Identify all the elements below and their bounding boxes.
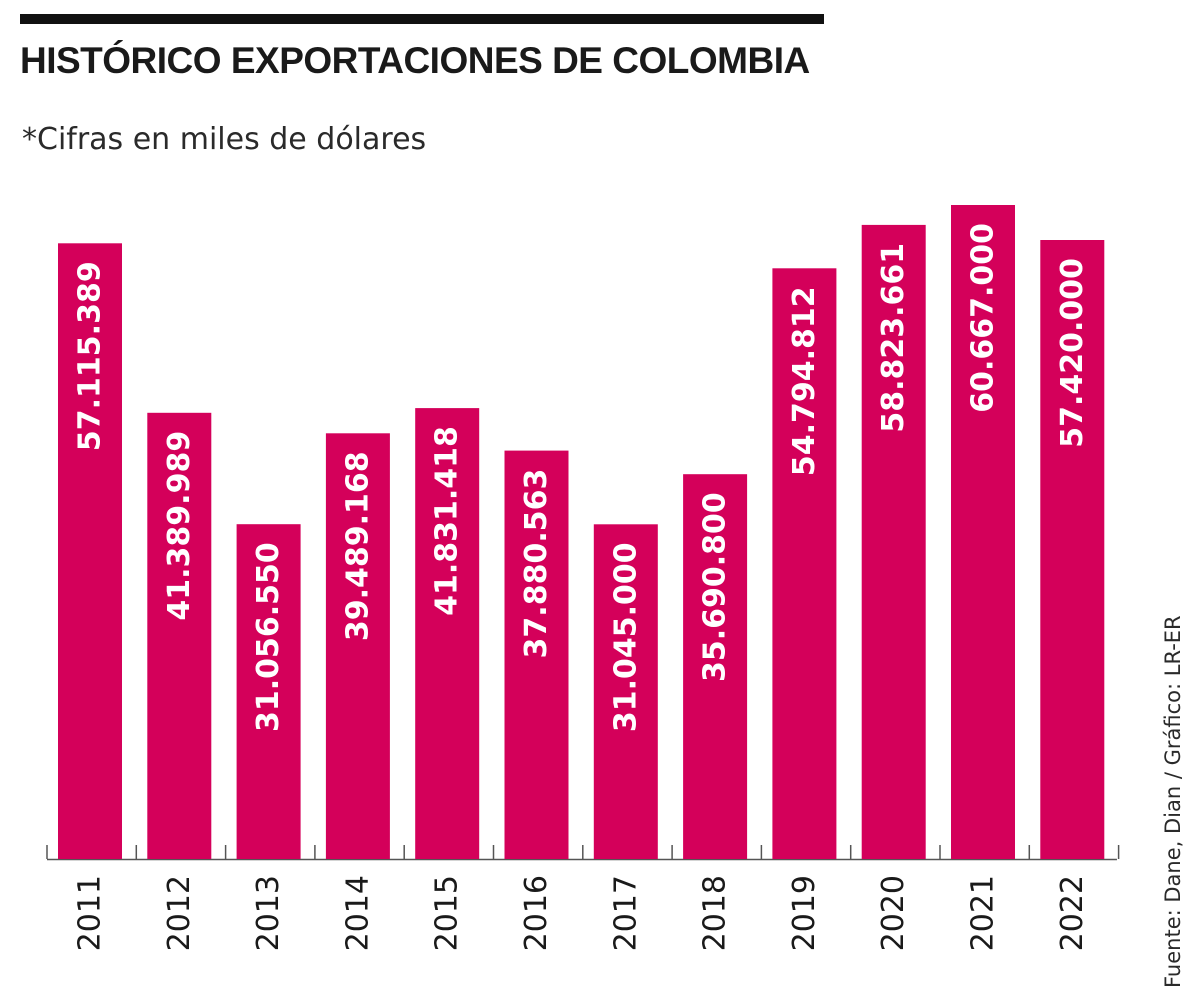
- x-tick-label: 2012: [162, 875, 197, 951]
- bar-2015: [415, 408, 480, 859]
- value-labels: 57.115.389 41.389.989 31.056.550 39.489.168…: [73, 223, 1090, 732]
- x-tick-label: 2020: [876, 875, 911, 951]
- bar-2012: [147, 412, 212, 859]
- bar-value-label: 39.489.168: [340, 451, 375, 641]
- x-axis: [46, 845, 1120, 861]
- bar-2021: [951, 205, 1015, 859]
- bar-2013: [236, 524, 301, 859]
- bar-2011: [58, 243, 122, 860]
- bar-2022: [1040, 240, 1105, 859]
- bar-value-label: 57.420.000: [1055, 258, 1090, 448]
- x-tick-label: 2017: [608, 875, 643, 951]
- x-tick-label: 2013: [251, 875, 286, 951]
- bar-value-label: 31.045.000: [608, 542, 643, 732]
- bar-value-label: 54.794.812: [787, 286, 822, 476]
- x-tick-label: 2015: [430, 875, 465, 951]
- bar-value-label: 41.389.989: [162, 431, 197, 621]
- bar-2016: [504, 450, 569, 859]
- chart-title: HISTÓRICO EXPORTACIONES DE COLOMBIA: [20, 40, 810, 81]
- x-tick-label: 2011: [73, 875, 108, 951]
- bar-value-label: 58.823.661: [876, 243, 911, 433]
- x-tick-label: 2021: [966, 875, 1001, 951]
- x-tick-label: 2022: [1055, 875, 1090, 951]
- bar-2018: [683, 474, 748, 859]
- year-labels: 2011 2012 2013 2014 2015 2016 2017 2018 2019 2020…: [73, 875, 1090, 951]
- x-tick-label: 2018: [698, 875, 733, 951]
- bars: [58, 205, 1105, 860]
- top-rule: [20, 14, 824, 24]
- bar-value-label: 60.667.000: [966, 223, 1001, 413]
- bar-value-label: 35.690.800: [698, 492, 733, 682]
- x-tick-label: 2014: [340, 875, 375, 951]
- x-tick-label: 2016: [519, 875, 554, 951]
- bar-value-label: 41.831.418: [430, 426, 465, 616]
- bar-value-label: 37.880.563: [519, 469, 554, 659]
- bar-2019: [772, 268, 837, 859]
- bar-value-label: 31.056.550: [251, 542, 286, 732]
- source-credit: Fuente: Dane, Dian / Gráfico: LR-ER: [1161, 615, 1185, 988]
- bar-2014: [325, 433, 390, 859]
- bar-2020: [861, 224, 926, 859]
- chart-subtitle: *Cifras en miles de dólares: [22, 122, 427, 157]
- bar-value-label: 57.115.389: [73, 261, 108, 451]
- bar-2017: [593, 524, 658, 859]
- x-tick-label: 2019: [787, 875, 822, 951]
